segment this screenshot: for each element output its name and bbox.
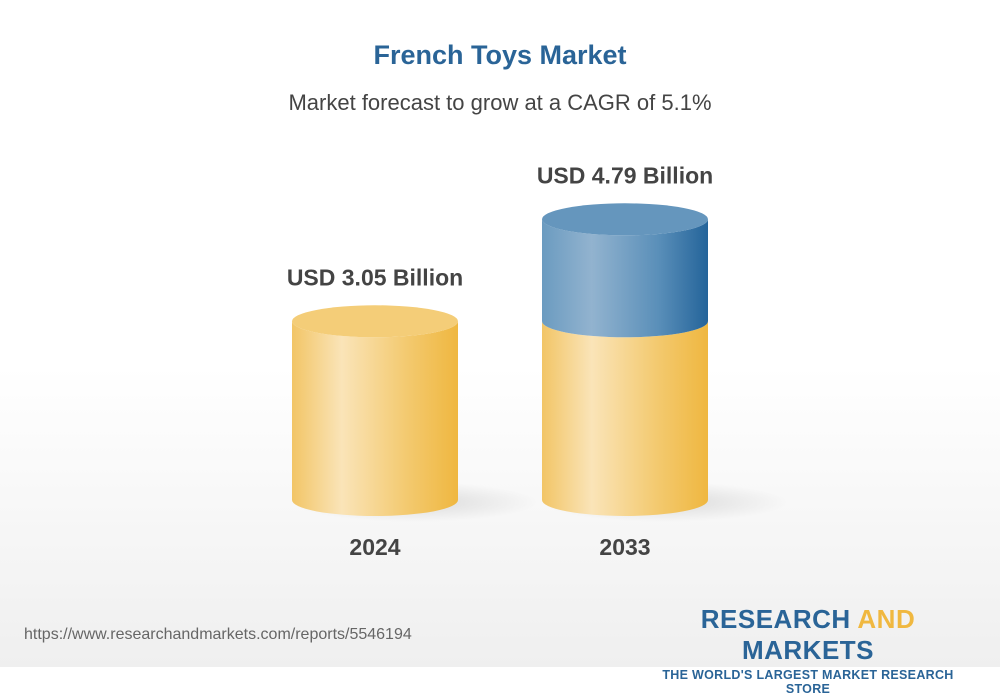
cylinder-top bbox=[542, 203, 708, 236]
chart-subtitle: Market forecast to grow at a CAGR of 5.1… bbox=[288, 90, 712, 115]
category-label: 2033 bbox=[599, 534, 650, 560]
source-url[interactable]: https://www.researchandmarkets.com/repor… bbox=[24, 626, 412, 643]
category-label: 2024 bbox=[349, 534, 400, 560]
cylinder-base-segment bbox=[542, 321, 708, 516]
cylinder-base-segment bbox=[292, 321, 458, 516]
data-label: USD 3.05 Billion bbox=[287, 264, 463, 290]
data-label: USD 4.79 Billion bbox=[537, 162, 713, 188]
cylinder-top bbox=[292, 305, 458, 338]
cylinder-growth-segment bbox=[542, 219, 708, 338]
chart-title: French Toys Market bbox=[373, 40, 627, 70]
research-and-markets-logo: RESEARCH AND MARKETS THE WORLD'S LARGEST… bbox=[662, 604, 954, 696]
cylinder-chart: USD 3.05 Billion 2024 USD 4.79 Billion 2033 bbox=[287, 162, 788, 560]
